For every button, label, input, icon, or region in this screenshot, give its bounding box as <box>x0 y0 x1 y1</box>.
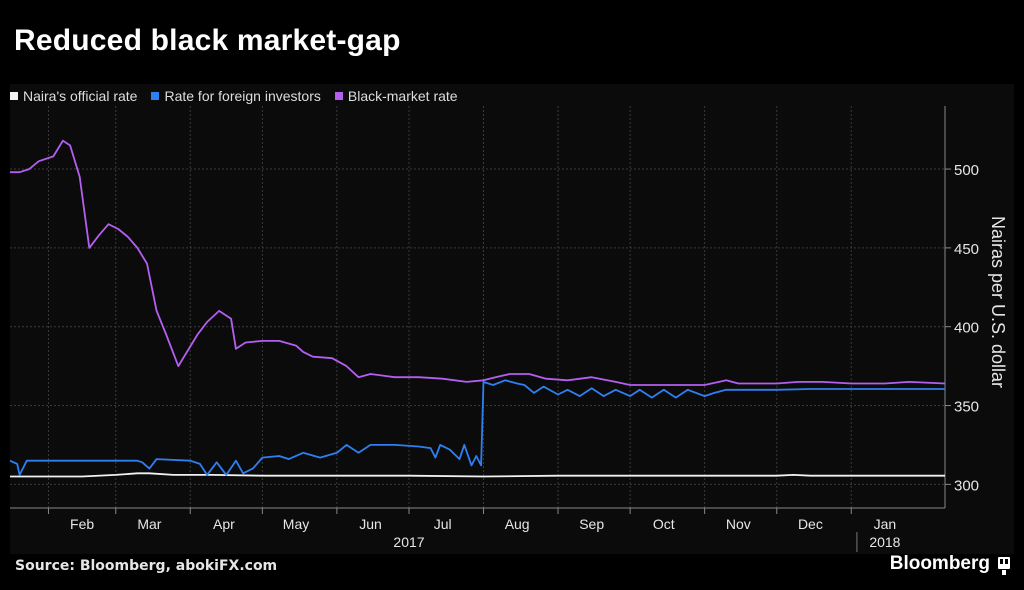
legend-item-official: Naira's official rate <box>10 88 137 104</box>
x-tick-label-apr: Apr <box>213 516 235 532</box>
title-bar <box>10 10 1014 78</box>
y-tick-label-350: 350 <box>954 399 979 416</box>
x-tick-label-jul: Jul <box>434 516 452 532</box>
legend-label-foreign: Rate for foreign investors <box>164 88 321 104</box>
source-note: Source: Bloomberg, abokiFX.com <box>15 558 278 574</box>
bloomberg-terminal-icon <box>998 557 1010 575</box>
legend-label-official: Naira's official rate <box>23 88 138 104</box>
official-rate-line <box>10 472 945 478</box>
x-tick-label-jun: Jun <box>359 516 382 532</box>
legend-item-foreign: Rate for foreign investors <box>151 88 321 104</box>
y-tick-label-300: 300 <box>954 477 979 494</box>
x-tick-label-may: May <box>283 516 309 532</box>
legend-swatch-foreign <box>151 92 160 100</box>
brand-logo-text: Bloomberg <box>889 553 990 574</box>
black-market-rate-line <box>10 139 946 386</box>
y-tick-label-500: 500 <box>954 162 979 179</box>
x-tick-label-mar: Mar <box>137 516 161 532</box>
x-tick-label-sep: Sep <box>579 516 604 532</box>
x-tick-label-aug: Aug <box>505 516 530 532</box>
year-label-2018: 2018 <box>869 534 900 550</box>
foreign-investors-rate-line <box>9 379 945 476</box>
year-label-2017: 2017 <box>393 534 424 550</box>
y-axis-label: Nairas per U.S. dollar <box>988 216 1008 388</box>
x-tick-label-jan: Jan <box>874 516 897 532</box>
legend-label-black: Black-market rate <box>347 88 458 104</box>
x-tick-label-dec: Dec <box>798 516 823 532</box>
x-tick-label-feb: Feb <box>70 516 94 532</box>
legend-swatch-black <box>334 92 343 100</box>
legend-item-black: Black-market rate <box>334 88 458 104</box>
legend-swatch-official <box>10 92 18 100</box>
x-tick-label-nov: Nov <box>726 516 751 532</box>
y-tick-label-450: 450 <box>954 241 979 258</box>
y-tick-label-400: 400 <box>954 320 979 337</box>
legend: Naira's official rate Rate for foreign i… <box>10 88 458 104</box>
x-tick-label-oct: Oct <box>653 516 675 532</box>
chart-title: Reduced black market-gap <box>14 24 401 57</box>
